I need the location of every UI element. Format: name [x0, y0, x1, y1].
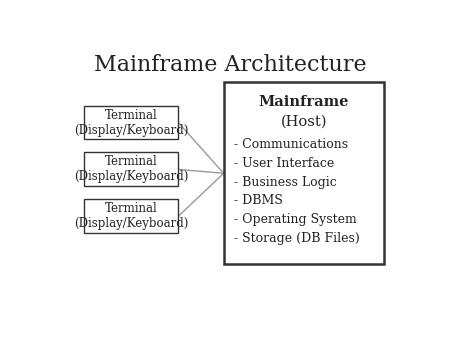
FancyBboxPatch shape — [224, 82, 384, 264]
Text: Terminal
(Display/Keyboard): Terminal (Display/Keyboard) — [74, 202, 189, 230]
Text: - Business Logic: - Business Logic — [234, 176, 337, 189]
FancyBboxPatch shape — [84, 152, 178, 186]
Text: - Communications: - Communications — [234, 138, 348, 151]
Text: Terminal
(Display/Keyboard): Terminal (Display/Keyboard) — [74, 155, 189, 184]
Text: - Storage (DB Files): - Storage (DB Files) — [234, 232, 360, 245]
Text: - DBMS: - DBMS — [234, 194, 283, 208]
Text: Terminal
(Display/Keyboard): Terminal (Display/Keyboard) — [74, 108, 189, 137]
FancyBboxPatch shape — [84, 199, 178, 233]
Text: Mainframe Architecture: Mainframe Architecture — [94, 54, 367, 76]
Text: - User Interface: - User Interface — [234, 157, 334, 170]
Text: Mainframe: Mainframe — [259, 95, 349, 109]
FancyBboxPatch shape — [84, 105, 178, 140]
Text: (Host): (Host) — [281, 114, 327, 128]
Text: - Operating System: - Operating System — [234, 213, 357, 226]
